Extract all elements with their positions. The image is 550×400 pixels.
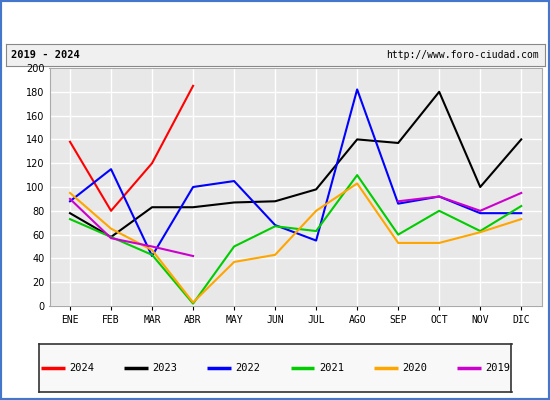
Text: 2023: 2023 (152, 363, 178, 373)
Text: 2024: 2024 (69, 363, 94, 373)
Text: 2022: 2022 (236, 363, 261, 373)
Text: 2019: 2019 (486, 363, 510, 373)
Text: Evolucion Nº Turistas Extranjeros en el municipio de Villaviciosa de Córdoba: Evolucion Nº Turistas Extranjeros en el … (4, 14, 546, 28)
Text: http://www.foro-ciudad.com: http://www.foro-ciudad.com (386, 50, 539, 60)
Text: 2021: 2021 (319, 363, 344, 373)
Text: 2019 - 2024: 2019 - 2024 (11, 50, 80, 60)
Text: 2020: 2020 (402, 363, 427, 373)
